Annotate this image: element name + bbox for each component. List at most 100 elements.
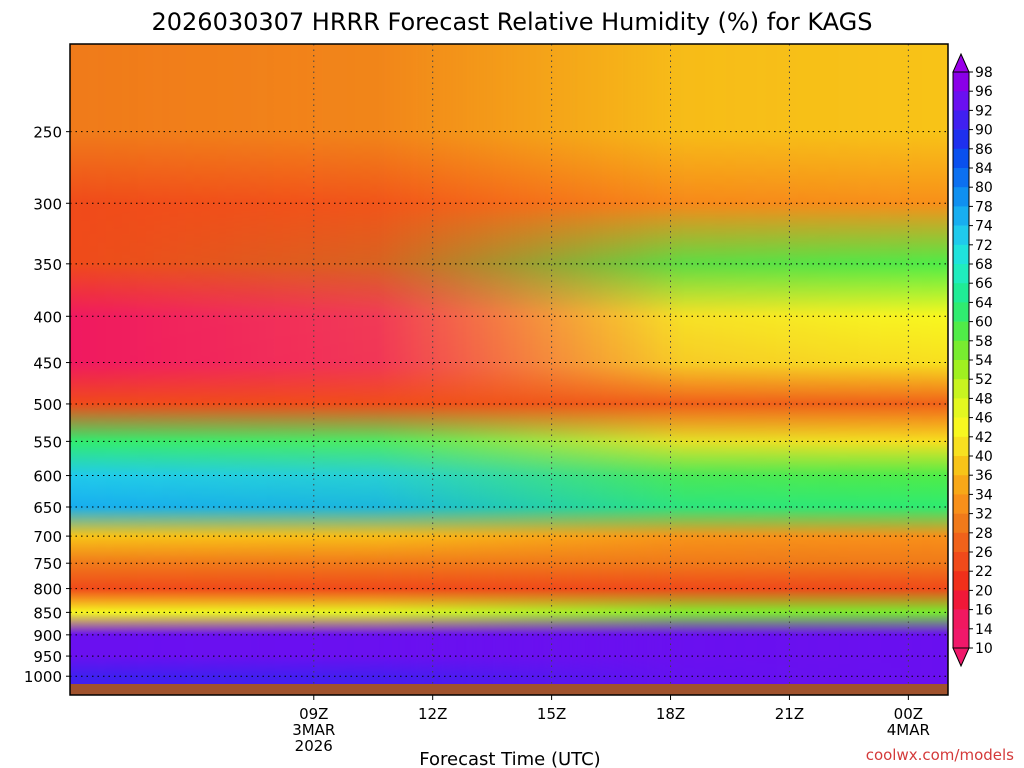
colorbar-label: 10 xyxy=(975,641,993,657)
colorbar-label: 14 xyxy=(975,622,993,638)
colorbar-swatch xyxy=(953,72,969,92)
colorbar-max-arrow xyxy=(952,52,970,73)
colorbar-swatch xyxy=(953,590,969,610)
grid-lines xyxy=(70,44,948,684)
colorbar-min-arrow xyxy=(952,647,970,668)
colorbar-label: 68 xyxy=(975,257,993,273)
colorbar-label: 28 xyxy=(975,526,993,542)
colorbar-label: 80 xyxy=(975,180,993,196)
colorbar-swatch xyxy=(953,398,969,418)
colorbar-label: 60 xyxy=(975,315,993,331)
y-tick-label: 700 xyxy=(33,528,62,546)
colorbar-label: 84 xyxy=(975,161,993,177)
colorbar-swatch xyxy=(953,302,969,322)
ground-surface xyxy=(70,684,948,695)
y-tick-label: 250 xyxy=(33,124,62,142)
colorbar-label: 32 xyxy=(975,507,993,523)
colorbar-label: 48 xyxy=(975,391,993,407)
y-tick-label: 900 xyxy=(33,627,62,645)
colorbar-swatch xyxy=(953,609,969,630)
plot-frame xyxy=(69,43,949,696)
x-tick-label: 3MAR xyxy=(292,721,335,739)
y-tick-label: 350 xyxy=(33,256,62,274)
colorbar-swatch xyxy=(953,436,969,457)
colorbar-label: 40 xyxy=(975,449,993,465)
colorbar-swatch xyxy=(953,379,969,399)
colorbar-swatch xyxy=(953,571,969,591)
colorbar-label: 26 xyxy=(975,545,993,561)
y-tick-label: 550 xyxy=(33,433,62,451)
colorbar-label: 66 xyxy=(975,276,993,292)
y-tick-label: 400 xyxy=(33,308,62,326)
plot-area xyxy=(70,44,948,695)
colorbar-swatch xyxy=(953,168,969,188)
x-tick-label: 21Z xyxy=(775,705,804,723)
y-axis: 250 300 350 400 450 500 550 600 650 700 750 800 850 9… xyxy=(24,124,70,686)
colorbar-label: 74 xyxy=(975,219,993,235)
x-tick-label: 18Z xyxy=(656,705,685,723)
colorbar-swatch xyxy=(953,225,969,246)
colorbar-swatch xyxy=(953,206,969,226)
colorbar-swatch xyxy=(953,628,969,649)
y-tick-label: 750 xyxy=(33,555,62,573)
colorbar-swatch xyxy=(953,532,969,553)
x-tick-label: 12Z xyxy=(418,705,447,723)
colorbar-swatch xyxy=(953,340,969,361)
colorbar-swatch xyxy=(953,91,969,111)
colorbar-label: 78 xyxy=(975,199,993,215)
colorbar-label: 36 xyxy=(975,468,993,484)
colorbar-label: 16 xyxy=(975,603,993,619)
colorbar-swatch xyxy=(953,264,969,284)
y-tick-label: 950 xyxy=(33,648,62,666)
colorbar-swatch xyxy=(953,552,969,572)
colorbar-label: 52 xyxy=(975,372,993,388)
colorbar-label: 54 xyxy=(975,353,993,369)
rh-field-early xyxy=(70,44,948,684)
colorbar-label: 34 xyxy=(975,487,993,503)
colorbar-swatch xyxy=(953,321,969,342)
x-axis-label: Forecast Time (UTC) xyxy=(419,749,600,768)
colorbar-swatch xyxy=(953,129,969,150)
colorbar-swatch xyxy=(953,456,969,476)
colorbar-label: 96 xyxy=(975,84,993,100)
colorbar-swatch xyxy=(953,494,969,514)
colorbar-swatch xyxy=(953,244,969,265)
chart-title: 2026030307 HRRR Forecast Relative Humidi… xyxy=(151,8,872,36)
colorbar-label: 72 xyxy=(975,238,993,254)
y-tick-label: 800 xyxy=(33,581,62,599)
x-tick-label: 00Z xyxy=(894,705,923,723)
colorbar-label: 92 xyxy=(975,103,993,119)
x-tick-label: 09Z xyxy=(299,705,328,723)
y-tick-label: 600 xyxy=(33,468,62,486)
x-tick-label: 15Z xyxy=(537,705,566,723)
colorbar-swatch xyxy=(953,110,969,130)
y-tick-label: 850 xyxy=(33,604,62,622)
colorbar-label: 20 xyxy=(975,583,993,599)
colorbar-swatch xyxy=(953,417,969,438)
colorbar-swatch xyxy=(953,513,969,534)
colorbar-swatch xyxy=(953,283,969,303)
colorbar-label: 58 xyxy=(975,334,993,350)
colorbar-swatch xyxy=(953,148,969,169)
x-tick-label: 4MAR xyxy=(887,721,930,739)
colorbar-label: 90 xyxy=(975,123,993,139)
credit-text: coolwx.com/models xyxy=(866,746,1014,764)
colorbar-label: 64 xyxy=(975,295,993,311)
x-tick-label: 2026 xyxy=(295,737,333,755)
colorbar-swatch xyxy=(953,475,969,495)
colorbar: 98 96 92 90 86 84 80 78 74 72 68 66 64 60 58 54 52 48 46 42… xyxy=(952,52,993,668)
colorbar-label: 46 xyxy=(975,411,993,427)
y-tick-label: 450 xyxy=(33,355,62,373)
colorbar-swatch xyxy=(953,360,969,380)
y-tick-label: 300 xyxy=(33,195,62,213)
colorbar-label: 86 xyxy=(975,142,993,158)
colorbar-swatch xyxy=(953,187,969,207)
colorbar-label: 22 xyxy=(975,564,993,580)
y-tick-label: 1000 xyxy=(24,668,62,686)
colorbar-label: 42 xyxy=(975,430,993,446)
y-tick-label: 500 xyxy=(33,396,62,414)
colorbar-label: 98 xyxy=(975,65,993,81)
y-tick-label: 650 xyxy=(33,499,62,517)
